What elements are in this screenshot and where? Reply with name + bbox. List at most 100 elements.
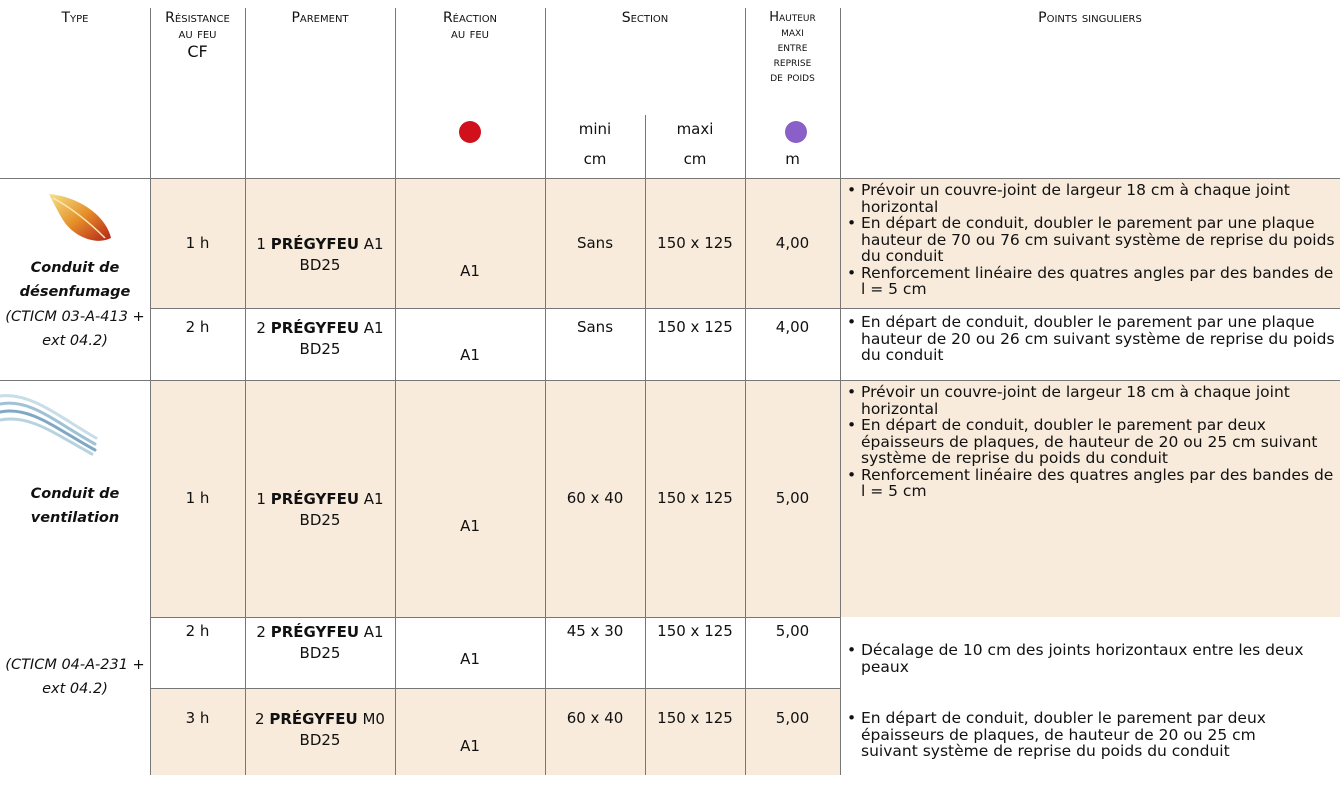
parement: 2 PRÉGYFEU A1 BD25 [245, 318, 395, 360]
resistance: 3 h [185, 709, 210, 727]
hauteur: 5,00 [775, 622, 810, 640]
header-type: Type [61, 10, 89, 26]
row-line [150, 688, 840, 689]
points: Décalage de 10 cm des joints horizontaux… [847, 642, 1317, 675]
col-line [840, 8, 841, 775]
points: Prévoir un couvre-joint de largeur 18 cm… [847, 182, 1335, 298]
parement: 2 PRÉGYFEU M0 BD25 [245, 709, 395, 751]
header-max: maxi [676, 120, 714, 138]
row-line [0, 380, 1340, 381]
reaction: A1 [460, 346, 480, 364]
reaction: A1 [460, 737, 480, 755]
resistance: 2 h [185, 318, 210, 336]
header-line: de poids [770, 70, 815, 85]
hauteur: 5,00 [775, 709, 810, 727]
point-item: En départ de conduit, doubler le paremen… [847, 710, 1317, 760]
ventilation-icon [0, 394, 98, 456]
resistance: 1 h [185, 489, 210, 507]
col-line [150, 8, 151, 775]
point-item: Renforcement linéaire des quatres angles… [847, 264, 1335, 298]
parement-product: PRÉGYFEU [270, 490, 360, 508]
header-line: reprise [773, 55, 812, 70]
col-line [745, 8, 746, 775]
header-section: Section [621, 10, 669, 26]
parement-board: BD25 [299, 256, 341, 274]
reaction: A1 [460, 517, 480, 535]
parement-count: 2 [256, 623, 266, 641]
red-dot [459, 121, 481, 143]
section-min: Sans [576, 234, 614, 252]
header-line: au feu [451, 26, 489, 42]
hauteur: 4,00 [775, 318, 810, 336]
resistance: 1 h [185, 234, 210, 252]
header-line: entre [777, 40, 808, 55]
parement-count: 1 [256, 235, 266, 253]
col-line [645, 115, 646, 775]
row-line [150, 308, 1340, 309]
point-item: Prévoir un couvre-joint de largeur 18 cm… [847, 182, 1335, 215]
parement-line: 2 PRÉGYFEU M0 [245, 709, 395, 730]
parement-line: 1 PRÉGYFEU A1 [245, 489, 395, 510]
hauteur: 5,00 [775, 489, 810, 507]
group-name: Conduit de ventilation [0, 482, 150, 530]
header-hauteur-unit: m [785, 150, 800, 168]
point-item: Décalage de 10 cm des joints horizontaux… [847, 642, 1317, 675]
row-bg [150, 688, 840, 775]
section-max: 150 x 125 [657, 318, 733, 336]
parement-grade: M0 [362, 710, 385, 728]
section-min: 45 x 30 [566, 622, 624, 640]
header-line: Résistance [165, 10, 230, 26]
parement-count: 1 [256, 490, 266, 508]
col-line [245, 8, 246, 775]
group-ref: (CTICM 03-A-413 + ext 04.2) [5, 309, 145, 349]
parement-board: BD25 [299, 340, 341, 358]
header-reaction: Réaction au feu [395, 10, 545, 42]
parement-grade: A1 [363, 235, 384, 253]
parement-count: 2 [256, 319, 266, 337]
section-max: 150 x 125 [657, 489, 733, 507]
point-item: En départ de conduit, doubler le paremen… [847, 417, 1335, 467]
header-max-unit: cm [683, 150, 707, 168]
parement-line: 1 PRÉGYFEU A1 [245, 234, 395, 255]
section-min: 60 x 40 [566, 489, 624, 507]
parement-product: PRÉGYFEU [270, 235, 360, 253]
parement-board: BD25 [299, 644, 341, 662]
points: Prévoir un couvre-joint de largeur 18 cm… [847, 384, 1335, 500]
header-unit: CF [187, 42, 208, 61]
smoke-icon [49, 194, 111, 241]
section-min: 60 x 40 [566, 709, 624, 727]
header-line: Hauteur [769, 10, 816, 25]
parement-board: BD25 [299, 731, 341, 749]
header-hauteur: Hauteur maxi entre reprise de poids [745, 10, 840, 85]
parement-grade: A1 [363, 623, 384, 641]
parement-board: BD25 [299, 511, 341, 529]
group-ref: (CTICM 04-A-231 + ext 04.2) [5, 657, 145, 697]
parement-product: PRÉGYFEU [270, 623, 360, 641]
row-line [150, 617, 840, 618]
resistance: 2 h [185, 622, 210, 640]
point-item: En départ de conduit, doubler le paremen… [847, 215, 1335, 265]
group-title: Conduit de ventilation [30, 486, 120, 526]
reaction: A1 [460, 262, 480, 280]
point-item: Renforcement linéaire des quatres angles… [847, 466, 1335, 500]
header-parement: Parement [291, 10, 349, 26]
section-max: 150 x 125 [657, 622, 733, 640]
header-line: Réaction [442, 10, 498, 26]
points: En départ de conduit, doubler le paremen… [847, 710, 1317, 760]
reaction: A1 [460, 650, 480, 668]
point-item: En départ de conduit, doubler le paremen… [847, 314, 1335, 364]
parement-product: PRÉGYFEU [270, 319, 360, 337]
parement-grade: A1 [363, 319, 384, 337]
row-line [0, 178, 1340, 179]
parement-count: 2 [255, 710, 265, 728]
parement: 1 PRÉGYFEU A1 BD25 [245, 234, 395, 276]
group-name: Conduit de désenfumage [0, 256, 150, 304]
header-line: maxi [781, 25, 804, 40]
point-item: Prévoir un couvre-joint de largeur 18 cm… [847, 384, 1335, 417]
parement-line: 2 PRÉGYFEU A1 [245, 622, 395, 643]
section-max: 150 x 125 [657, 234, 733, 252]
col-line [395, 8, 396, 775]
purple-dot [785, 121, 807, 143]
header-resistance: Résistance au feu CF [150, 10, 245, 62]
